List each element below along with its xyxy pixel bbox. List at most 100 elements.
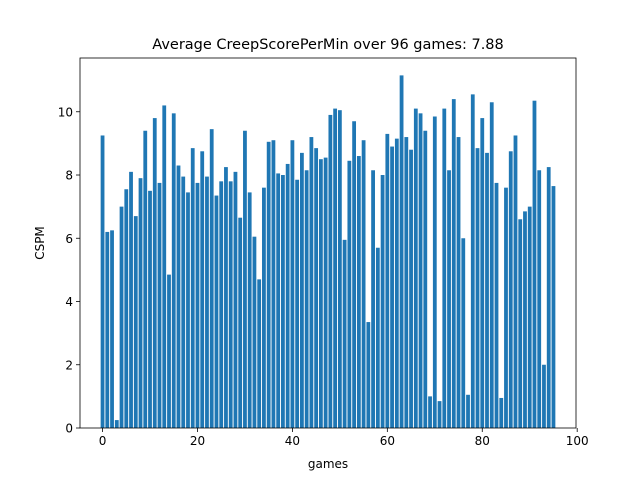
y-tick-label: 4 [65, 295, 73, 309]
bar-game-64 [404, 137, 409, 428]
bar-game-52 [347, 160, 352, 428]
bar-game-54 [356, 156, 361, 428]
bar-game-1 [105, 231, 110, 428]
bar-game-43 [304, 170, 309, 428]
bar-game-49 [333, 108, 338, 428]
y-tick-label: 8 [65, 169, 73, 183]
bar-game-61 [390, 146, 394, 429]
bar-game-80 [480, 118, 485, 428]
bar-game-66 [413, 108, 418, 428]
bar-game-81 [485, 152, 489, 428]
bar-game-58 [375, 247, 380, 428]
bar-game-21 [200, 151, 205, 429]
bar-game-24 [214, 195, 219, 428]
bar-game-60 [385, 133, 390, 428]
bar-game-27 [228, 181, 233, 428]
bar-game-0 [100, 135, 105, 429]
bar-game-30 [243, 130, 247, 429]
bar-game-15 [171, 113, 176, 428]
bar-game-5 [124, 189, 129, 428]
bar-game-44 [309, 137, 314, 428]
bars-group [100, 75, 556, 429]
bar-game-87 [513, 135, 518, 429]
bar-game-23 [209, 129, 214, 428]
bar-game-50 [337, 110, 342, 429]
bar-game-34 [262, 187, 266, 428]
bar-game-83 [494, 182, 499, 428]
bar-game-70 [432, 116, 437, 428]
bar-game-93 [542, 364, 546, 428]
bar-game-76 [461, 238, 466, 428]
bar-game-45 [314, 148, 319, 428]
bar-game-17 [181, 176, 186, 428]
bar-game-6 [129, 171, 133, 428]
bar-game-74 [451, 99, 456, 429]
bar-game-22 [205, 176, 209, 428]
bar-game-86 [508, 151, 513, 429]
bar-game-85 [504, 187, 508, 428]
bar-game-47 [323, 157, 328, 428]
bar-game-42 [300, 152, 304, 428]
y-axis-label: CSPM [33, 226, 47, 260]
x-tick-label: 20 [190, 434, 205, 448]
ticks-group: 0 20 40 60 80 100 0 2 4 6 8 10 [58, 105, 589, 448]
bar-game-13 [162, 105, 167, 428]
bar-game-95 [551, 186, 556, 428]
bar-game-16 [176, 165, 181, 428]
plot-frame [79, 57, 577, 429]
x-tick-label: 40 [285, 434, 300, 448]
bar-game-55 [361, 140, 366, 428]
x-tick-label: 60 [380, 434, 395, 448]
bar-game-89 [523, 211, 527, 428]
y-tick-label: 0 [65, 422, 73, 436]
bar-game-68 [423, 130, 428, 429]
bar-game-59 [380, 175, 385, 428]
chart-title: Average CreepScorePerMin over 96 games: … [152, 37, 504, 53]
bar-game-2 [110, 230, 114, 428]
bar-game-69 [428, 396, 432, 428]
bar-game-62 [394, 138, 399, 428]
bar-game-9 [143, 130, 148, 429]
bar-game-10 [148, 190, 152, 428]
bar-game-94 [546, 167, 551, 428]
bar-game-56 [366, 322, 371, 428]
bar-game-46 [318, 159, 323, 428]
bar-game-20 [195, 182, 200, 428]
bar-game-3 [114, 420, 119, 428]
bar-game-31 [247, 192, 252, 428]
bar-game-8 [138, 178, 143, 428]
bar-game-32 [252, 236, 257, 428]
bar-game-67 [418, 113, 423, 428]
bar-game-29 [238, 217, 243, 428]
bar-game-82 [489, 102, 494, 429]
y-tick-label: 2 [65, 358, 73, 372]
bar-game-57 [371, 170, 375, 428]
bar-game-35 [266, 141, 271, 429]
bar-game-90 [527, 206, 532, 428]
bar-game-91 [532, 100, 537, 428]
bar-game-53 [352, 121, 357, 428]
y-tick-label: 6 [65, 232, 73, 246]
x-tick-label: 80 [475, 434, 490, 448]
bar-game-92 [537, 170, 542, 428]
bar-game-40 [290, 140, 295, 428]
bar-game-75 [456, 137, 461, 428]
bar-game-88 [518, 219, 523, 428]
bar-game-73 [447, 170, 451, 428]
bar-game-28 [233, 171, 238, 428]
x-tick-label: 100 [566, 434, 589, 448]
bar-game-48 [328, 114, 333, 429]
bar-game-78 [470, 94, 475, 429]
bar-game-37 [276, 173, 281, 428]
bar-game-18 [186, 192, 190, 428]
bar-game-63 [399, 75, 404, 428]
bar-game-41 [295, 179, 300, 428]
x-tick-label: 0 [99, 434, 107, 448]
bar-game-72 [442, 108, 447, 428]
bar-game-14 [167, 274, 171, 428]
bar-game-79 [475, 148, 480, 428]
bar-game-51 [342, 239, 347, 428]
bar-game-38 [281, 175, 285, 428]
bar-game-77 [466, 394, 470, 428]
